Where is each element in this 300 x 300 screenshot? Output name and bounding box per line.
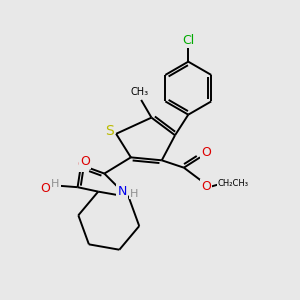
Text: S: S	[105, 124, 114, 138]
Text: O: O	[40, 182, 50, 195]
Text: O: O	[80, 155, 90, 168]
Text: H: H	[130, 189, 139, 199]
Text: O: O	[77, 158, 87, 171]
Text: N: N	[117, 185, 127, 198]
Text: Cl: Cl	[182, 34, 194, 47]
Text: O: O	[201, 180, 211, 193]
Text: O: O	[201, 146, 211, 159]
Text: CH₂CH₃: CH₂CH₃	[218, 179, 248, 188]
Text: H: H	[51, 179, 60, 189]
Text: CH₃: CH₃	[130, 87, 149, 97]
